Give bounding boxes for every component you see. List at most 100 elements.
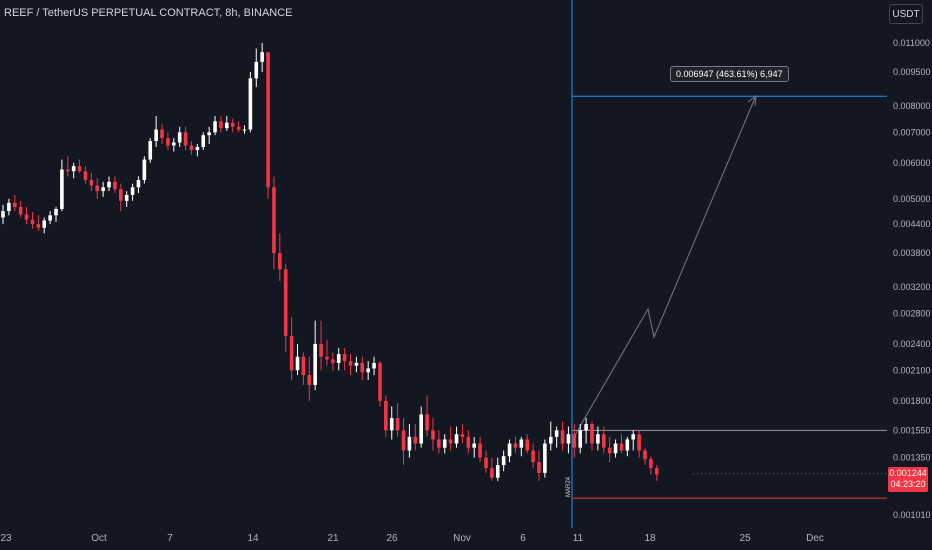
- candle: [65, 156, 70, 177]
- candle: [454, 426, 459, 448]
- price-tick-label: 0.004400: [893, 219, 931, 229]
- candle-body: [342, 354, 347, 362]
- candle: [230, 118, 235, 133]
- candle-body: [378, 362, 382, 401]
- candle-body: [248, 78, 253, 130]
- candle: [531, 443, 535, 469]
- candle: [48, 211, 52, 225]
- candle-body: [154, 129, 158, 141]
- candle: [342, 348, 347, 371]
- candle-body: [578, 430, 583, 448]
- candle: [613, 439, 618, 458]
- candle-body: [478, 443, 482, 458]
- candle: [278, 233, 282, 281]
- candle: [407, 424, 412, 458]
- candle: [490, 457, 494, 481]
- candle: [160, 124, 164, 144]
- candle-body: [295, 356, 300, 371]
- candle: [607, 436, 612, 463]
- candle: [566, 426, 571, 454]
- candle-body: [213, 121, 217, 133]
- time-tick-label: 11: [573, 533, 584, 544]
- price-tick-label: 0.002100: [893, 365, 931, 375]
- candle: [119, 183, 123, 212]
- currency-button[interactable]: USDT: [889, 4, 923, 24]
- candle: [283, 263, 288, 353]
- candle-body: [407, 436, 412, 451]
- candle: [266, 52, 270, 199]
- candle-body: [448, 439, 453, 444]
- candle: [331, 352, 335, 371]
- candle-body: [136, 180, 141, 188]
- countdown-value: 04:23:20: [890, 479, 926, 489]
- candle-body: [83, 171, 88, 181]
- candle-body: [177, 132, 182, 143]
- time-axis[interactable]: 23 Oct 7 14 21 26 Nov 6 11 18 25 Dec: [0, 533, 823, 544]
- candle: [643, 447, 647, 466]
- candle: [590, 421, 594, 451]
- candle-body: [590, 424, 594, 444]
- candle: [431, 417, 435, 451]
- candle: [401, 417, 406, 466]
- candle: [596, 426, 600, 451]
- candle-body: [331, 359, 335, 363]
- candle-body: [207, 132, 211, 136]
- candle-body: [272, 187, 276, 254]
- candle-body: [525, 439, 530, 451]
- candle: [501, 450, 506, 472]
- candle: [466, 430, 471, 454]
- candle-body: [413, 436, 418, 444]
- candle-body: [113, 181, 117, 190]
- candle-body: [454, 434, 459, 444]
- time-tick-label: 6: [520, 533, 526, 544]
- candle-body: [566, 434, 571, 444]
- candle: [537, 450, 541, 481]
- candle: [254, 48, 259, 88]
- candle: [442, 434, 447, 454]
- candle-body: [230, 122, 235, 127]
- candle: [554, 426, 559, 448]
- candle: [248, 71, 253, 133]
- price-tick-label: 0.002800: [893, 308, 931, 318]
- candle: [472, 436, 476, 458]
- time-tick-label: 7: [167, 533, 173, 544]
- time-tick-label: Nov: [453, 533, 471, 544]
- candle-body: [148, 140, 153, 160]
- price-tick-label: 0.006000: [893, 158, 931, 168]
- price-tick-label: 0.001350: [893, 453, 931, 463]
- candle-body: [637, 434, 641, 451]
- candle: [130, 183, 135, 201]
- candle-body: [254, 61, 259, 79]
- candle: [24, 206, 29, 225]
- candle: [478, 436, 482, 463]
- candle: [54, 206, 58, 222]
- candle: [336, 348, 341, 371]
- candle-body: [1, 211, 5, 218]
- candle-body: [431, 430, 435, 440]
- last-price-value: 0.001244: [889, 468, 927, 478]
- candle-body: [18, 206, 23, 215]
- candle-body: [484, 457, 488, 469]
- candle-body: [354, 362, 359, 366]
- candle-body: [24, 214, 29, 220]
- candle: [495, 457, 500, 481]
- candle: [654, 465, 659, 481]
- time-tick-label: Dec: [806, 533, 824, 544]
- candle: [313, 320, 317, 391]
- candle: [225, 116, 229, 131]
- candle-body: [60, 169, 64, 209]
- candle-body: [395, 417, 400, 431]
- candle-body: [101, 187, 105, 192]
- candle: [389, 406, 394, 440]
- candle: [319, 320, 323, 371]
- candle-body: [195, 146, 200, 151]
- price-axis[interactable]: 0.011000 0.009500 0.008000 0.007000 0.006000…: [893, 38, 931, 520]
- candle-body: [336, 354, 341, 363]
- candle-body: [71, 166, 76, 172]
- candle: [460, 424, 465, 444]
- candle: [89, 172, 94, 192]
- marker-label: MAR24: [566, 476, 572, 497]
- candle-body: [584, 424, 588, 431]
- candle: [289, 317, 294, 380]
